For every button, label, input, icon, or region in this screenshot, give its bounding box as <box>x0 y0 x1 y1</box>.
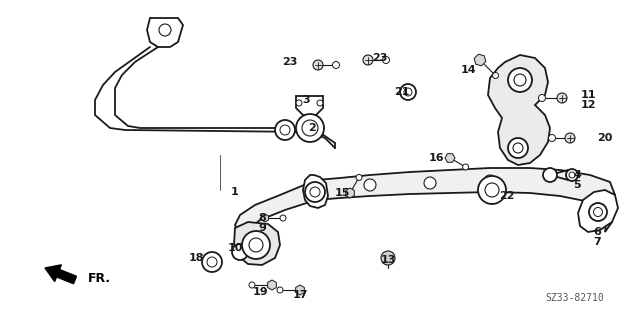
Polygon shape <box>346 188 355 198</box>
Polygon shape <box>303 175 328 208</box>
Text: 20: 20 <box>597 133 613 143</box>
Circle shape <box>569 172 575 178</box>
Polygon shape <box>578 190 618 232</box>
Circle shape <box>543 168 557 182</box>
Circle shape <box>202 252 222 272</box>
Text: 9: 9 <box>258 223 266 233</box>
FancyArrow shape <box>45 265 77 284</box>
Circle shape <box>364 179 376 191</box>
Circle shape <box>557 93 567 103</box>
Circle shape <box>302 120 318 136</box>
Text: 21: 21 <box>394 87 410 97</box>
Circle shape <box>424 177 436 189</box>
Text: 7: 7 <box>593 237 601 247</box>
Polygon shape <box>445 154 455 162</box>
Text: 10: 10 <box>227 243 243 253</box>
Text: 18: 18 <box>189 253 204 263</box>
Circle shape <box>513 143 523 153</box>
Polygon shape <box>234 222 280 265</box>
Circle shape <box>539 94 546 101</box>
Circle shape <box>589 203 607 221</box>
Circle shape <box>305 182 325 202</box>
Circle shape <box>400 84 416 100</box>
Circle shape <box>207 257 217 267</box>
Circle shape <box>275 120 295 140</box>
Circle shape <box>310 187 320 197</box>
Text: 19: 19 <box>252 287 268 297</box>
Circle shape <box>296 114 324 142</box>
Text: 8: 8 <box>258 213 266 223</box>
Text: 3: 3 <box>302 95 310 105</box>
Polygon shape <box>296 285 304 295</box>
Circle shape <box>484 175 496 187</box>
Circle shape <box>508 138 528 158</box>
Circle shape <box>485 183 499 197</box>
Circle shape <box>317 100 323 106</box>
Circle shape <box>478 176 506 204</box>
Circle shape <box>565 133 575 143</box>
Circle shape <box>514 74 526 86</box>
Polygon shape <box>235 180 316 255</box>
Polygon shape <box>147 18 183 47</box>
Text: 23: 23 <box>282 57 298 67</box>
Circle shape <box>463 164 468 170</box>
Text: 15: 15 <box>334 188 350 198</box>
Circle shape <box>381 251 395 265</box>
Circle shape <box>508 68 532 92</box>
Text: 14: 14 <box>460 65 476 75</box>
Circle shape <box>296 100 302 106</box>
Circle shape <box>242 231 270 259</box>
Text: FR.: FR. <box>88 271 111 284</box>
Text: 6: 6 <box>593 227 601 237</box>
Circle shape <box>249 282 255 288</box>
Circle shape <box>548 134 555 141</box>
Circle shape <box>383 57 390 63</box>
Text: 12: 12 <box>580 100 596 110</box>
Circle shape <box>594 207 603 217</box>
Polygon shape <box>474 54 486 66</box>
Circle shape <box>280 215 286 221</box>
Circle shape <box>159 24 171 36</box>
Circle shape <box>277 287 283 293</box>
Circle shape <box>232 244 248 260</box>
Circle shape <box>566 169 578 181</box>
Polygon shape <box>316 168 615 232</box>
Circle shape <box>280 125 290 135</box>
Text: 5: 5 <box>573 180 581 190</box>
Text: 4: 4 <box>573 170 581 180</box>
Circle shape <box>493 73 498 78</box>
Text: 13: 13 <box>380 255 396 265</box>
Text: 2: 2 <box>308 123 316 133</box>
Circle shape <box>356 174 362 180</box>
Text: 17: 17 <box>292 290 308 300</box>
Polygon shape <box>261 214 268 222</box>
Text: 22: 22 <box>499 191 515 201</box>
Text: 23: 23 <box>373 53 388 63</box>
Text: 16: 16 <box>429 153 445 163</box>
Circle shape <box>313 60 323 70</box>
Polygon shape <box>488 55 550 165</box>
Text: SZ33-82710: SZ33-82710 <box>546 293 604 303</box>
Circle shape <box>332 61 339 68</box>
Text: 1: 1 <box>231 187 239 197</box>
Circle shape <box>404 88 412 96</box>
Text: 11: 11 <box>580 90 596 100</box>
Polygon shape <box>268 280 276 290</box>
Circle shape <box>249 238 263 252</box>
Circle shape <box>363 55 373 65</box>
